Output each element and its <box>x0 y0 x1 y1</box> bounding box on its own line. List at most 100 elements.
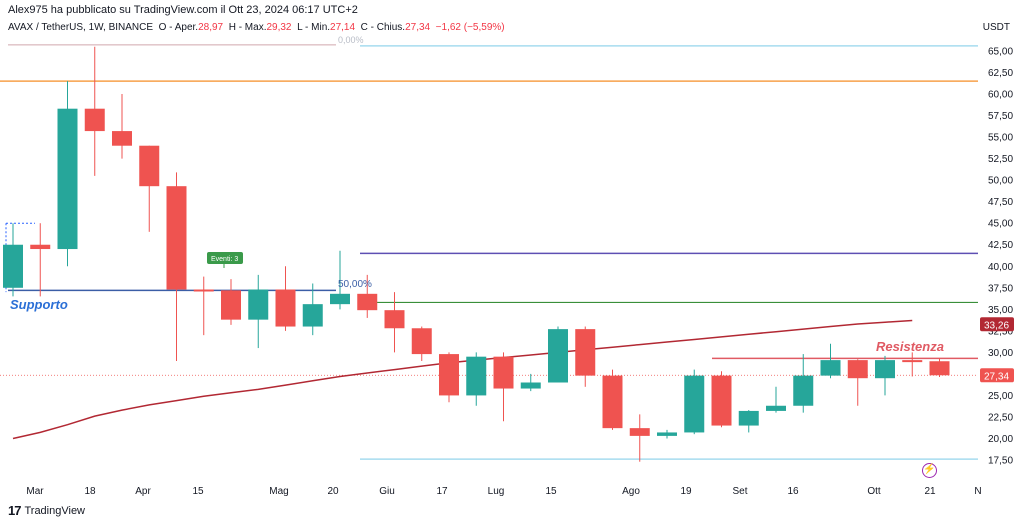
close-label: C - Chius. <box>360 22 406 33</box>
time-tick: Ago <box>622 486 640 497</box>
fib-mid-label: 50,00% <box>338 279 372 290</box>
time-tick: N <box>974 486 981 497</box>
symbol-name[interactable]: AVAX / TetherUS, 1W, BINANCE <box>8 22 154 33</box>
candle-body <box>793 375 814 406</box>
fib-top-label: 0,00% <box>338 35 364 45</box>
candle-body <box>629 428 650 436</box>
candle-body <box>166 186 187 290</box>
lightning-icon[interactable]: ⚡ <box>922 463 937 478</box>
candle-body <box>439 354 459 396</box>
price-tick: 65,00 <box>988 47 1013 58</box>
time-tick: 18 <box>84 486 96 497</box>
time-tick: Apr <box>135 486 151 497</box>
high-value: 29,32 <box>266 22 292 33</box>
price-tick: 45,00 <box>988 219 1013 230</box>
time-tick: 15 <box>545 486 557 497</box>
low-value: 27,14 <box>330 22 356 33</box>
ma-price-tag-text: 33,26 <box>984 320 1009 331</box>
open-value: 28,97 <box>198 22 224 33</box>
tradingview-logo-icon: 17 <box>8 503 22 518</box>
candle-body <box>711 375 732 426</box>
change-value: −1,62 (−5,59%) <box>435 22 505 33</box>
annotations: Supporto Resistenza 0,00% 50,00% Eventi: 3 <box>10 35 944 354</box>
candle-body <box>738 410 759 426</box>
price-tick: 60,00 <box>988 90 1013 101</box>
footer: 17 TradingView <box>8 503 85 518</box>
candle-body <box>275 289 296 327</box>
price-tick: 62,50 <box>988 68 1013 79</box>
time-axis[interactable]: Mar 18 Apr 15 Mag 20 Giu 17 Lug 15 Ago 19 Set 16 Ott 21… <box>26 486 981 497</box>
candle-body <box>466 356 487 396</box>
candle-body <box>30 244 51 250</box>
time-tick: Ott <box>867 486 881 497</box>
candle-body <box>302 304 323 327</box>
candle-body <box>929 361 950 376</box>
price-tick: 50,00 <box>988 176 1013 187</box>
candle-body <box>520 382 541 389</box>
candle-body <box>3 244 23 288</box>
price-tick: 25,00 <box>988 391 1013 402</box>
events-badge <box>207 252 243 264</box>
candle-body <box>847 360 868 379</box>
footer-brand: TradingView <box>24 504 86 517</box>
time-tick: Mar <box>26 486 44 497</box>
currency-label[interactable]: USDT <box>982 22 1010 33</box>
price-tick: 40,00 <box>988 262 1013 273</box>
price-tick: 20,00 <box>988 434 1013 445</box>
price-tick: 55,00 <box>988 133 1013 144</box>
time-tick: Lug <box>488 486 505 497</box>
ohlc-legend: AVAX / TetherUS, 1W, BINANCE O - Aper.28… <box>8 22 505 33</box>
time-tick: 21 <box>924 486 936 497</box>
candle-body <box>684 375 705 433</box>
close-price-tag <box>980 368 1014 383</box>
open-label: O - Aper. <box>158 22 199 33</box>
close-value: 27,34 <box>405 22 431 33</box>
time-tick: Set <box>732 486 747 497</box>
candle-body <box>493 356 514 389</box>
candle-body <box>330 293 350 305</box>
candle-body <box>575 329 596 376</box>
time-tick: 15 <box>192 486 204 497</box>
price-tick: 35,00 <box>988 305 1013 316</box>
candles <box>3 46 950 462</box>
time-tick: Mag <box>269 486 288 497</box>
candle-body <box>221 290 241 320</box>
price-tick: 17,50 <box>988 456 1013 467</box>
time-tick: Giu <box>379 486 395 497</box>
time-tick: 20 <box>327 486 339 497</box>
price-tick: 32,50 <box>988 326 1013 337</box>
candle-body <box>411 328 432 355</box>
candle-body <box>766 405 786 411</box>
price-tick: 47,50 <box>988 197 1013 208</box>
candle-body <box>657 432 677 436</box>
horizontal-levels <box>0 44 978 460</box>
candle-body <box>112 131 132 146</box>
low-label: L - Min. <box>297 22 331 33</box>
price-tick: 37,50 <box>988 283 1013 294</box>
candle-body <box>84 108 105 132</box>
ma-line <box>12 319 913 440</box>
ma-price-tag <box>980 317 1014 332</box>
candle-body <box>875 360 895 379</box>
high-label: H - Max. <box>228 22 267 33</box>
candle-body <box>384 310 405 329</box>
time-tick: 17 <box>436 486 448 497</box>
candle-body <box>548 329 568 383</box>
price-tick: 22,50 <box>988 412 1013 423</box>
candle-body <box>193 289 214 292</box>
price-tick: 42,50 <box>988 240 1013 251</box>
candle-body <box>820 360 841 376</box>
price-tick: 30,00 <box>988 348 1013 359</box>
moving-average <box>12 319 913 440</box>
price-tick: 52,50 <box>988 154 1013 165</box>
price-tick: 57,50 <box>988 111 1013 122</box>
candle-body <box>57 108 78 250</box>
time-tick: 16 <box>787 486 799 497</box>
supporto-label: Supporto <box>10 297 68 312</box>
candle-body <box>357 293 378 311</box>
published-info: Alex975 ha pubblicato su TradingView.com… <box>8 4 358 16</box>
price-axis[interactable]: 17,5020,0022,5025,0027,5030,0032,5035,00… <box>980 47 1014 467</box>
events-badge-text: Eventi: 3 <box>211 256 238 263</box>
resistenza-label: Resistenza <box>876 339 944 354</box>
